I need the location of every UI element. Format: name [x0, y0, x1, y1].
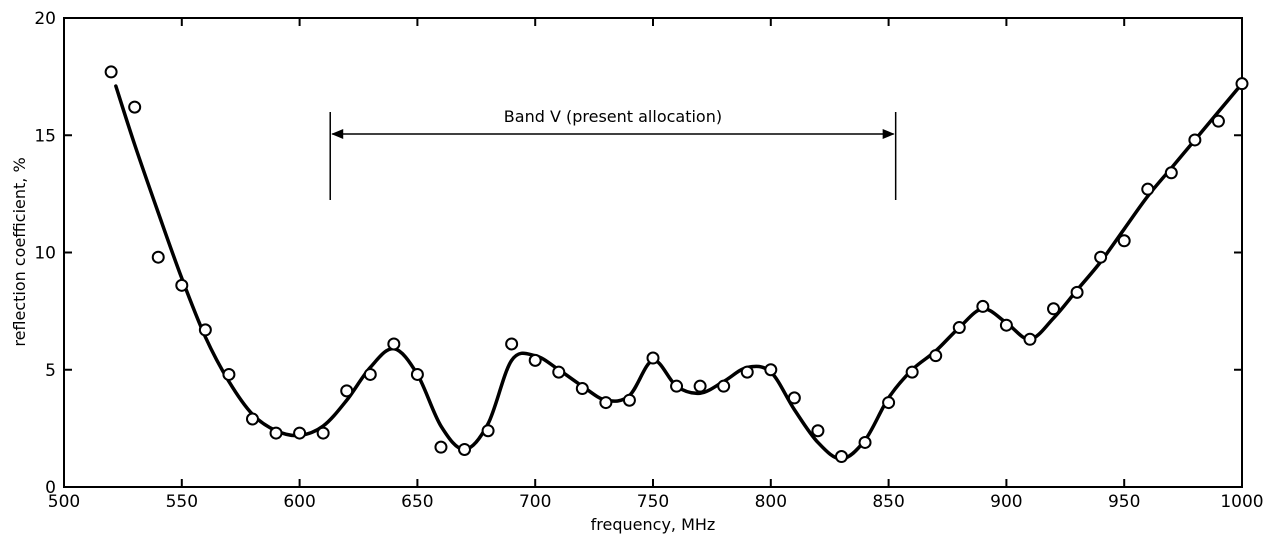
data-point — [387, 337, 401, 351]
x-tick-label: 900 — [990, 492, 1022, 512]
data-point — [1141, 182, 1155, 196]
data-point — [1047, 302, 1061, 316]
data-point — [1211, 114, 1225, 128]
data-point — [222, 367, 236, 381]
y-tick-label: 10 — [34, 244, 56, 264]
data-point — [858, 435, 872, 449]
data-point — [622, 393, 636, 407]
data-point — [717, 379, 731, 393]
x-tick-label: 1000 — [1220, 492, 1263, 512]
data-point — [905, 365, 919, 379]
data-point — [481, 424, 495, 438]
data-point — [834, 450, 848, 464]
x-axis: 500 550 600 650 700 750 800 850 900 950 1000 — [48, 18, 1264, 512]
y-axis: 0 5 10 15 20 — [34, 9, 1242, 498]
band-left-arrowhead — [331, 129, 344, 139]
x-tick-label: 550 — [166, 492, 198, 512]
data-point — [764, 363, 778, 377]
data-point — [340, 384, 354, 398]
data-point — [693, 379, 707, 393]
data-point — [1188, 133, 1202, 147]
data-point — [999, 318, 1013, 332]
band-annotation: Band Ⅴ (present allocation) — [329, 107, 897, 200]
data-point — [1094, 250, 1108, 264]
data-point — [198, 323, 212, 337]
data-point — [811, 424, 825, 438]
x-tick-label: 600 — [283, 492, 315, 512]
data-point — [976, 299, 990, 313]
y-tick-label: 5 — [45, 361, 56, 381]
band-right-arrowhead — [882, 129, 895, 139]
x-tick-label: 950 — [1108, 492, 1140, 512]
data-point — [434, 440, 448, 454]
data-points — [104, 65, 1249, 464]
data-point — [104, 65, 118, 79]
data-point — [929, 349, 943, 363]
plot-frame — [63, 17, 1243, 488]
data-point — [458, 442, 472, 456]
data-point — [1235, 77, 1249, 91]
y-tick-label: 15 — [34, 126, 56, 146]
data-point — [1164, 166, 1178, 180]
data-point — [575, 382, 589, 396]
y-tick-label: 20 — [34, 9, 56, 29]
data-point — [952, 321, 966, 335]
fitted-curve — [114, 81, 1244, 461]
data-point — [670, 379, 684, 393]
band-label: Band Ⅴ (present allocation) — [504, 107, 722, 126]
data-point — [175, 278, 189, 292]
x-axis-title: frequency, MHz — [591, 515, 716, 534]
x-tick-label: 700 — [519, 492, 551, 512]
data-point — [128, 100, 142, 114]
data-point — [882, 396, 896, 410]
data-point — [599, 396, 613, 410]
x-tick-label: 850 — [872, 492, 904, 512]
data-point — [269, 426, 283, 440]
data-point — [316, 426, 330, 440]
y-tick-label: 0 — [45, 478, 56, 498]
data-point — [1117, 234, 1131, 248]
y-axis-title: reflection coefficient, % — [10, 157, 29, 346]
data-point — [740, 365, 754, 379]
x-tick-label: 500 — [48, 492, 80, 512]
data-point — [646, 351, 660, 365]
data-point — [151, 250, 165, 264]
data-point — [410, 367, 424, 381]
x-tick-label: 800 — [755, 492, 787, 512]
data-point — [1023, 332, 1037, 346]
data-point — [1070, 285, 1084, 299]
x-tick-label: 750 — [637, 492, 669, 512]
x-tick-label: 650 — [401, 492, 433, 512]
data-point — [552, 365, 566, 379]
data-point — [293, 426, 307, 440]
data-point — [528, 353, 542, 367]
data-point — [245, 412, 259, 426]
data-point — [363, 367, 377, 381]
data-point — [787, 391, 801, 405]
data-point — [505, 337, 519, 351]
